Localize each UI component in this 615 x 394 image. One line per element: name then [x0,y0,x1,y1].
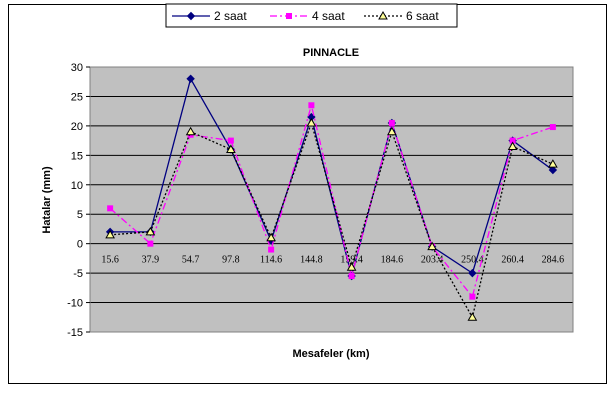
data-point [387,126,397,136]
x-tick-label: 144.8 [300,255,323,266]
x-tick-label: 250.4 [461,255,484,266]
data-point [348,273,355,280]
x-axis-label: Mesafeler (km) [292,348,369,360]
data-point [268,246,275,253]
data-point [388,119,395,126]
data-point [185,126,196,136]
data-point [107,205,114,212]
x-tick-label: 54.7 [182,255,200,266]
data-point [186,74,195,83]
legend-marker [186,11,196,21]
data-point [467,312,478,321]
plot-area [90,67,573,332]
legend-label: 6 saat [406,9,439,23]
series-line [110,77,554,277]
x-tick-label: 114.6 [260,255,282,266]
data-point [468,268,477,278]
y-axis-label: Hatalar (mm) [41,166,53,234]
x-tick-label: 97.8 [222,255,240,266]
legend: 2 saat 4 saat 6 saat [165,3,458,28]
y-tick-label: 30 [71,62,83,74]
data-point [226,144,236,153]
series-line [110,120,554,320]
x-tick-label: 184.6 [381,255,404,266]
data-point [346,262,357,271]
y-tick-label: 25 [71,91,83,103]
series-line [109,105,554,299]
data-point [227,137,234,144]
data-point [266,232,276,242]
legend-label: 4 saat [312,9,345,23]
x-tick-label: 203.4 [421,255,444,266]
x-tick-label: 284.6 [542,255,565,266]
data-point [507,141,518,150]
data-point [549,124,556,131]
y-tick-label: -5 [73,268,83,280]
data-point [427,241,437,251]
y-tick-label: -15 [67,327,83,339]
series-3 [105,117,558,321]
data-point [145,226,156,236]
data-point [469,293,476,300]
legend-box [165,3,458,28]
legend-marker [378,10,388,20]
chart-title: PINNACLE [303,47,359,59]
data-point [308,102,315,109]
x-tick-label: 37.9 [142,255,160,266]
y-tick-label: 10 [71,180,83,192]
x-tick-label: 15.6 [101,255,119,266]
y-tick-label: 20 [71,121,83,133]
y-tick-label: 15 [71,150,83,162]
data-point [548,159,558,168]
y-tick-label: 5 [77,209,83,221]
data-point [306,117,317,127]
plot-border [89,66,574,333]
data-point [509,137,516,144]
legend-marker [286,13,292,19]
data-point [105,229,115,239]
y-tick-label: 0 [77,239,83,251]
x-tick-label: 159.4 [340,255,363,266]
y-tick-label: -10 [67,298,83,310]
series-2 [107,102,556,300]
x-tick-label: 260.4 [501,255,524,266]
data-point [147,240,154,247]
data-point [548,165,558,175]
legend-label: 2 saat [214,9,247,23]
